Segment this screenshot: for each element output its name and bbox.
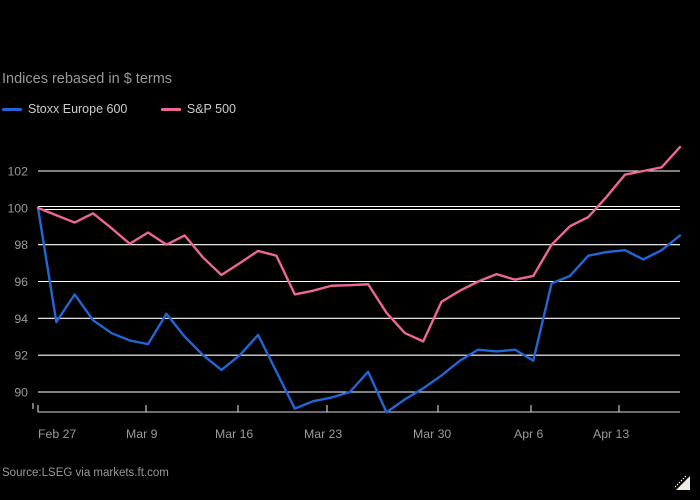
svg-text:102: 102 bbox=[7, 165, 28, 179]
svg-text:96: 96 bbox=[14, 275, 28, 289]
svg-text:Feb 27: Feb 27 bbox=[38, 427, 76, 441]
svg-text:94: 94 bbox=[14, 312, 28, 326]
svg-text:Apr 13: Apr 13 bbox=[593, 427, 629, 441]
svg-text:Mar 16: Mar 16 bbox=[215, 427, 253, 441]
svg-text:98: 98 bbox=[14, 238, 28, 252]
svg-text:Mar 23: Mar 23 bbox=[304, 427, 342, 441]
svg-text:Mar 30: Mar 30 bbox=[413, 427, 451, 441]
svg-text:92: 92 bbox=[14, 349, 28, 363]
svg-text:90: 90 bbox=[14, 385, 28, 399]
svg-text:100: 100 bbox=[7, 201, 28, 215]
svg-text:Mar 9: Mar 9 bbox=[126, 427, 158, 441]
svg-text:Apr 6: Apr 6 bbox=[514, 427, 544, 441]
